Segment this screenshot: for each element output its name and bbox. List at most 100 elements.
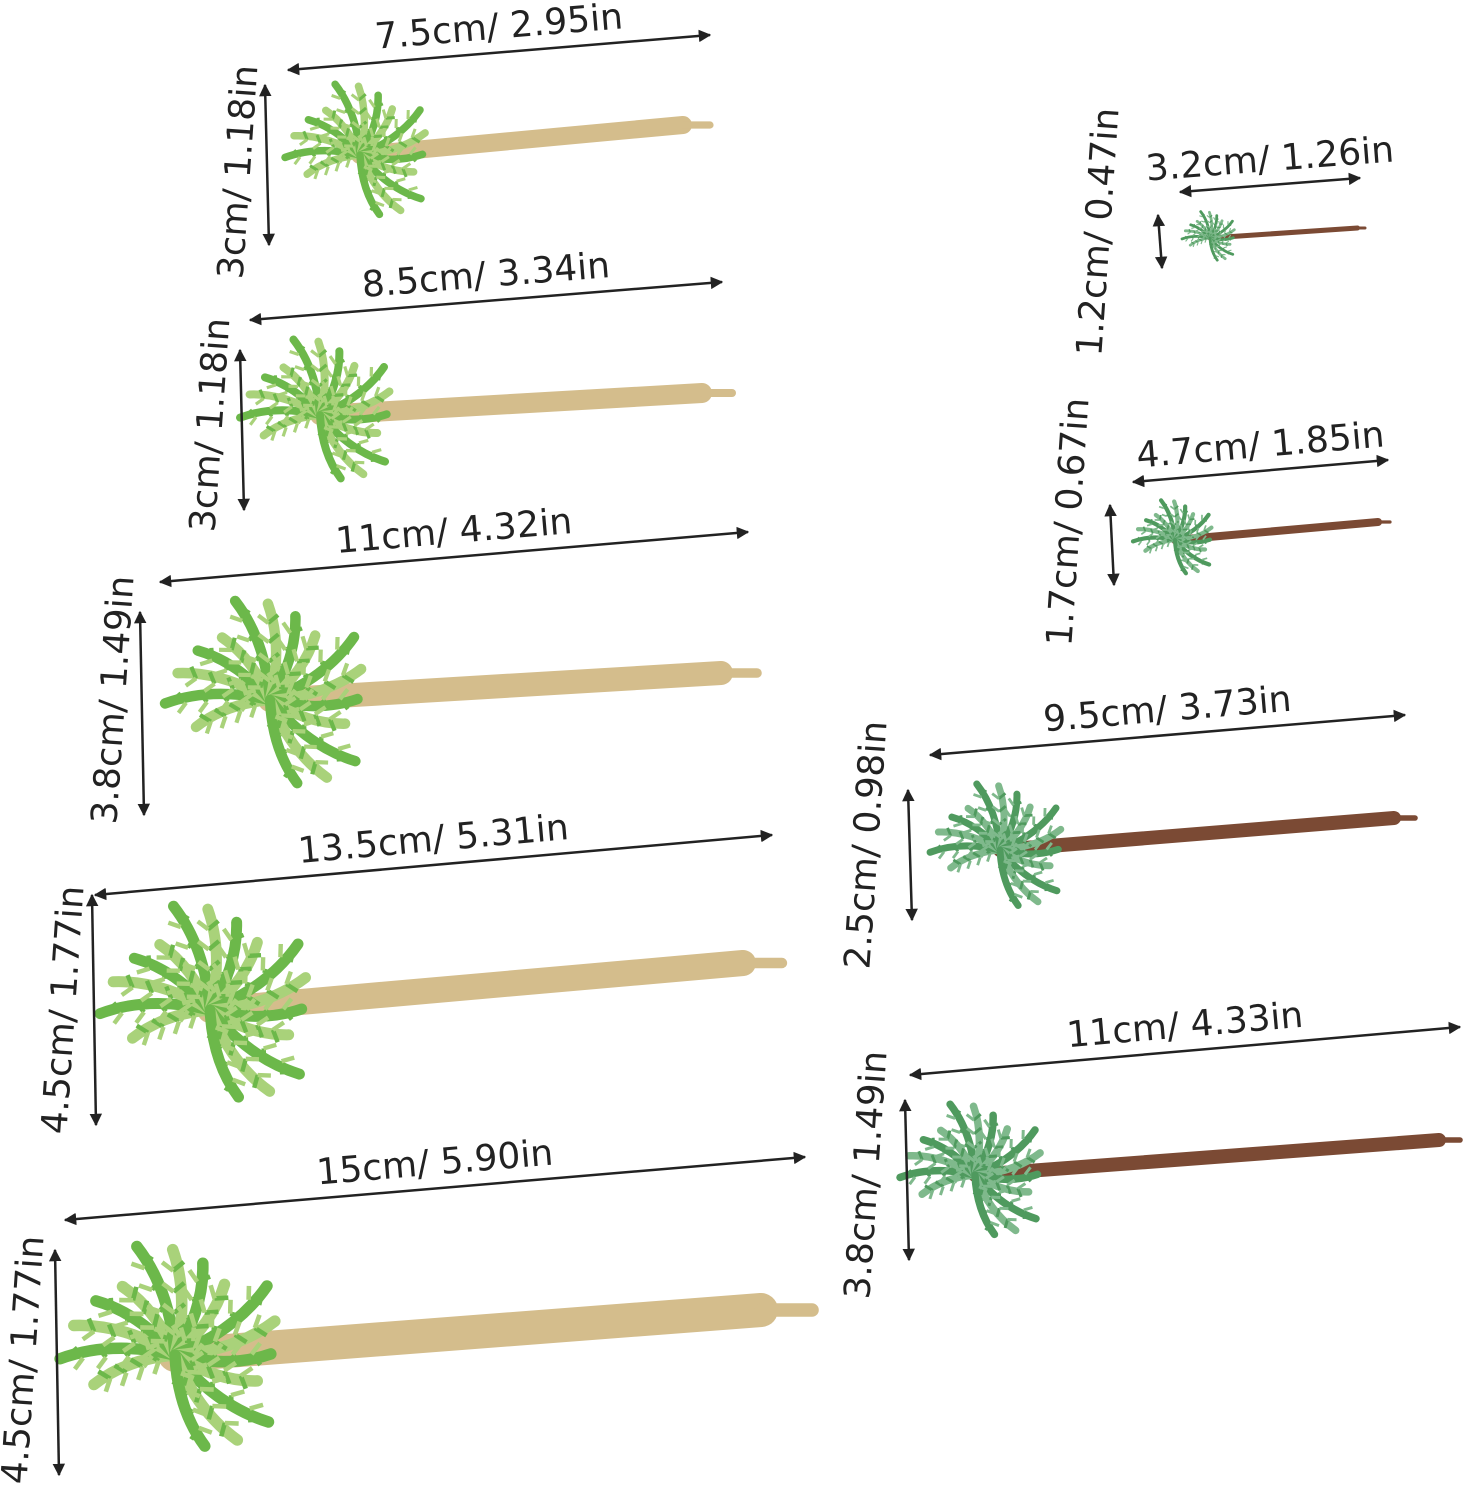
leaflet: [266, 383, 277, 390]
leaflet: [223, 1360, 238, 1373]
leaflet: [217, 1061, 229, 1075]
leaflet: [1033, 823, 1043, 829]
palm-item: 11cm/ 4.32in 3.8cm/ 1.49in: [84, 501, 762, 825]
leaflet: [1181, 559, 1187, 563]
leaflet: [999, 1157, 1006, 1167]
leaflet: [177, 1390, 189, 1405]
leaflet: [1209, 242, 1212, 246]
leaflet: [368, 127, 375, 137]
leaflet: [320, 132, 330, 138]
leaflet: [247, 1408, 253, 1423]
leaflet: [150, 1277, 162, 1292]
leaflet: [1198, 238, 1203, 242]
leaflet: [247, 628, 258, 642]
leaflet: [208, 1284, 217, 1300]
leaflet: [270, 430, 277, 442]
leaflet: [281, 1007, 294, 1021]
leaflet: [206, 1355, 221, 1368]
leaflet: [1176, 545, 1183, 550]
leaflet: [966, 860, 972, 870]
leaflet: [340, 383, 351, 388]
leaflet: [286, 706, 300, 715]
leaflet: [310, 349, 320, 358]
leaflet: [1158, 531, 1164, 535]
leaflet: [1023, 1173, 1032, 1183]
leaflet: [319, 160, 330, 168]
leaflet: [1192, 542, 1198, 547]
leaflet: [111, 1001, 124, 1015]
leaflet: [1001, 871, 1009, 880]
leaflet: [956, 863, 962, 873]
leaflet: [411, 136, 421, 144]
leaflet: [410, 128, 417, 138]
leaflet: [257, 652, 271, 664]
leaflet: [1213, 255, 1217, 259]
leaflet: [328, 710, 342, 721]
leaflet: [338, 687, 350, 701]
leaflet: [1035, 836, 1045, 844]
leaflet: [1179, 508, 1184, 514]
leaflet: [1183, 565, 1189, 570]
leaflet: [229, 1311, 245, 1320]
leaflet: [1170, 520, 1176, 526]
leaflet: [216, 945, 228, 959]
leaflet: [1186, 543, 1190, 549]
frond: [971, 1171, 999, 1239]
leaflet: [153, 1326, 169, 1336]
leaflet: [976, 856, 982, 866]
leaflet: [330, 139, 340, 145]
leaflet: [1146, 523, 1153, 527]
leaflet: [227, 990, 236, 1005]
leaflet: [252, 1074, 260, 1089]
leaflet: [1158, 514, 1162, 521]
leaflet: [281, 426, 288, 437]
leaflet: [103, 1377, 113, 1393]
leaflet: [331, 371, 342, 379]
leaflet: [1160, 544, 1164, 550]
leaflet: [1033, 842, 1042, 851]
leaflet: [952, 1139, 959, 1149]
leaflet: [113, 1363, 128, 1375]
leaflet: [927, 1162, 937, 1170]
leaflet: [369, 201, 377, 211]
leaflet: [81, 1329, 96, 1342]
leaflet: [297, 409, 307, 418]
height-label: 4.5cm/ 1.77in: [0, 1234, 53, 1485]
leaflet: [1005, 1184, 1012, 1195]
leaflet: [172, 1281, 186, 1294]
leaflet: [1023, 1206, 1033, 1212]
leaflet: [1028, 858, 1035, 868]
leaflet: [946, 1130, 952, 1140]
leaflet: [193, 1362, 208, 1371]
leaflet: [138, 1283, 153, 1293]
leaflet: [1012, 1152, 1019, 1163]
leaflet: [270, 1029, 280, 1043]
leaflet: [365, 189, 373, 199]
leaflet: [188, 1312, 197, 1328]
leaflet: [1221, 241, 1224, 246]
height-arrow: [234, 348, 250, 512]
leaflet: [323, 155, 332, 165]
leaflet: [238, 1374, 248, 1390]
leaflet: [398, 140, 408, 148]
leaflet: [119, 1371, 129, 1387]
leaflet: [934, 1180, 945, 1188]
leaflet: [931, 1137, 936, 1147]
leaflet: [951, 844, 960, 853]
leaflet: [337, 119, 344, 129]
leaflet: [371, 189, 381, 196]
leaflet: [252, 1314, 262, 1329]
leaflet: [95, 1355, 108, 1370]
leaflet: [177, 957, 186, 972]
leaflet: [184, 676, 198, 688]
leaflet: [145, 1304, 161, 1314]
leaflet: [334, 162, 341, 172]
leaflet: [245, 1056, 260, 1062]
leaflet: [1180, 538, 1186, 543]
leaflet: [962, 855, 972, 862]
leaflet: [1038, 862, 1045, 871]
leaflet: [385, 116, 395, 120]
leaflet: [346, 395, 353, 407]
leaflet: [972, 851, 981, 859]
leaflet: [160, 1260, 175, 1273]
